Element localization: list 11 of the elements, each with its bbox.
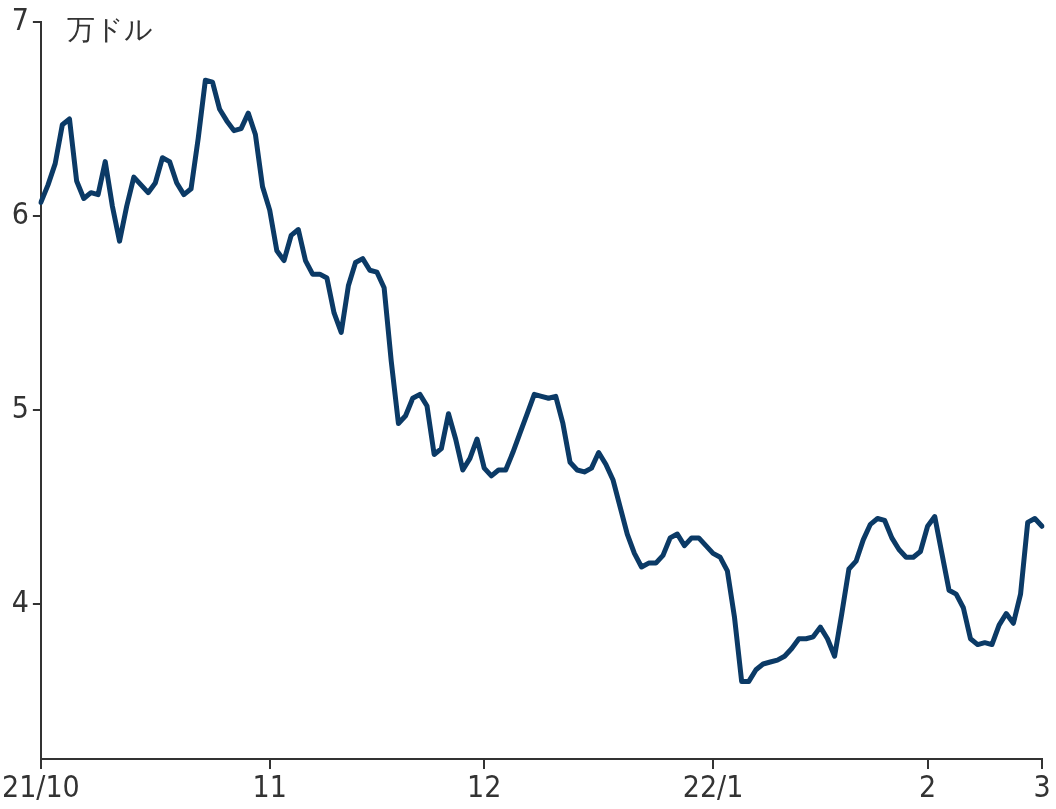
x-tick-label: 21/10 — [1, 768, 80, 804]
y-tick-label: 7 — [11, 1, 29, 37]
x-tick-label: 2 — [919, 768, 937, 804]
x-tick-label: 3 — [1033, 768, 1051, 804]
y-tick-label: 5 — [11, 389, 29, 425]
y-tick-label: 4 — [11, 583, 29, 619]
x-tick-label: 22/1 — [682, 768, 744, 804]
x-tick-label: 11 — [252, 768, 287, 804]
y-axis-title: 万ドル — [66, 13, 153, 47]
x-tick-label: 12 — [467, 768, 502, 804]
y-tick-label: 6 — [11, 195, 29, 231]
